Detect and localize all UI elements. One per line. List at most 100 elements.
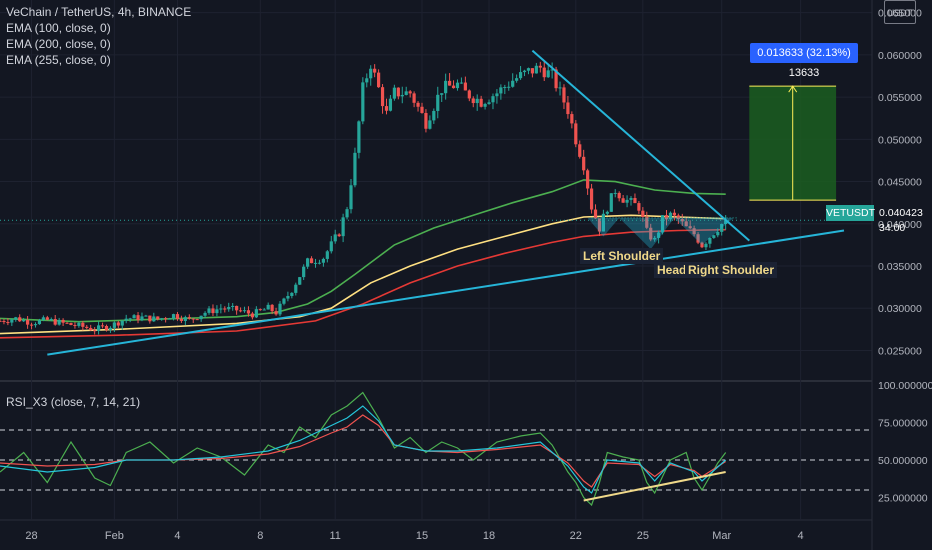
candle-body: [14, 317, 18, 320]
candle-body: [692, 228, 696, 235]
candle-body: [37, 320, 42, 325]
candle-body: [526, 68, 531, 71]
measure-label: 0.013633 (32.13%) 13633: [750, 43, 858, 79]
candle-body: [282, 298, 286, 304]
time-tick-label: 4: [798, 530, 804, 542]
last-price-value: 0.040423: [879, 207, 923, 219]
candle-body: [412, 93, 416, 103]
candle-body: [6, 322, 10, 324]
candle-body: [716, 231, 720, 236]
price-tick-label: 0.055000: [878, 92, 922, 104]
candle-body: [408, 91, 412, 94]
candle-body: [96, 325, 101, 331]
candle-body: [578, 144, 582, 157]
candle-body: [684, 221, 688, 227]
candle-body: [696, 234, 700, 243]
rsi-tick-label: 25.000000: [878, 493, 928, 505]
candle-body: [349, 185, 353, 210]
candle-body: [440, 93, 444, 95]
price-tick-label: 0.035000: [878, 261, 922, 273]
pattern-shape: [674, 217, 734, 245]
candle-body: [388, 98, 393, 111]
currency-badge[interactable]: USDT: [884, 0, 916, 24]
candle-body: [65, 322, 69, 324]
candle-body: [250, 313, 255, 318]
candle-body: [132, 315, 136, 319]
candle-body: [69, 323, 73, 326]
price-tick-label: 0.040000: [878, 219, 922, 231]
candle-body: [49, 318, 53, 320]
candle-body: [353, 152, 357, 186]
candle-body: [507, 86, 511, 88]
candle-body: [420, 106, 424, 113]
candle-body: [187, 317, 191, 319]
candle-body: [246, 310, 251, 314]
candle-body: [73, 325, 77, 327]
candle-body: [597, 218, 602, 232]
candle-body: [179, 319, 184, 321]
candle-body: [128, 318, 132, 320]
candle-body: [199, 315, 203, 320]
trendlines: [0, 49, 872, 356]
candle-body: [171, 314, 176, 319]
candle-body: [0, 320, 2, 322]
candle-body: [345, 209, 349, 218]
candle-body: [238, 310, 243, 312]
candle-body: [77, 322, 81, 326]
candle-body: [554, 69, 558, 89]
candle-body: [211, 308, 215, 314]
trendline: [531, 49, 750, 242]
price-tick-label: 0.045000: [878, 177, 922, 189]
candle-body: [140, 316, 144, 321]
candle-body: [503, 87, 507, 89]
candle-body: [191, 318, 195, 320]
candle-body: [664, 215, 669, 220]
rsi-panel: [0, 391, 727, 507]
candle-body: [558, 87, 562, 89]
candle-body: [207, 308, 211, 313]
candle-body: [160, 318, 164, 320]
candle-body: [589, 188, 594, 210]
candle-body: [605, 211, 609, 214]
candle-body: [262, 309, 266, 311]
time-tick-label: Feb: [105, 530, 124, 542]
candle-body: [302, 266, 306, 278]
candle-body: [657, 232, 661, 238]
time-tick-label: 8: [257, 530, 263, 542]
candle-body: [313, 262, 318, 264]
candle-body: [329, 241, 333, 252]
candle-body: [266, 304, 270, 310]
candle-body: [167, 318, 172, 320]
pattern-shape: [587, 217, 620, 237]
candle-body: [254, 309, 258, 318]
candle-body: [152, 316, 156, 322]
candle-body: [124, 318, 128, 321]
candle-body: [538, 65, 542, 68]
pattern-shape: [619, 217, 675, 250]
candle-body: [290, 292, 294, 296]
symbol-title: VeChain / TetherUS, 4h, BINANCE: [6, 5, 192, 19]
candle-body: [136, 315, 140, 321]
rsi-7-line: [0, 391, 727, 507]
ema-255-label: EMA (255, close, 0): [6, 53, 111, 67]
candle-body: [404, 91, 408, 95]
candle-body: [550, 69, 554, 71]
candle-body: [373, 68, 377, 73]
measured-move-arrowhead: [788, 85, 798, 93]
time-tick-label: 11: [330, 530, 341, 542]
ema-lines: [0, 179, 726, 339]
candle-body: [357, 121, 361, 153]
candle-body: [530, 68, 535, 74]
candle-body: [22, 320, 26, 322]
price-tick-label: 0.050000: [878, 134, 922, 146]
candle-body: [377, 72, 381, 88]
candle-body: [633, 198, 637, 204]
rsi-legend: RSI_X3 (close, 7, 14, 21): [6, 394, 140, 410]
candle-body: [428, 120, 432, 129]
candle-body: [534, 65, 538, 74]
candle-body: [720, 224, 724, 232]
candle-body: [156, 316, 160, 320]
candle-body: [680, 218, 684, 222]
price-legend: VeChain / TetherUS, 4h, BINANCE EMA (100…: [6, 4, 191, 68]
